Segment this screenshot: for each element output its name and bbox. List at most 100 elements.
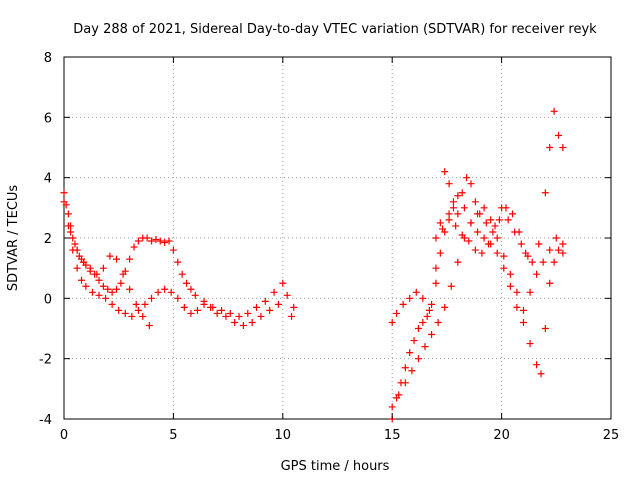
x-tick-label: 25 (603, 428, 620, 443)
data-point (200, 300, 208, 308)
data-point (99, 264, 107, 272)
data-point (419, 294, 427, 302)
data-point (495, 216, 503, 224)
data-point (537, 370, 545, 378)
data-point (266, 306, 274, 314)
series-4 (388, 192, 567, 423)
data-point (60, 189, 68, 197)
data-point (64, 222, 72, 230)
data-point (428, 300, 436, 308)
data-point (174, 258, 182, 266)
data-point (482, 219, 490, 227)
data-point (480, 204, 488, 212)
data-point (207, 303, 215, 311)
x-axis-label: GPS time / hours (281, 459, 390, 474)
data-point (117, 279, 125, 287)
data-point (535, 240, 543, 248)
data-point (458, 231, 466, 239)
data-point (550, 107, 558, 115)
data-point (86, 267, 94, 275)
data-point (156, 237, 164, 245)
data-point (533, 270, 541, 278)
data-point (126, 255, 134, 263)
data-point (452, 222, 460, 230)
series-7 (432, 204, 532, 260)
data-point (432, 279, 440, 287)
y-axis-label: SDTVAR / TECUs (6, 185, 21, 292)
data-point (187, 285, 195, 293)
data-point (445, 216, 453, 224)
data-point (134, 237, 142, 245)
data-point (119, 270, 127, 278)
data-point (399, 300, 407, 308)
data-point (261, 297, 269, 305)
data-point (88, 288, 96, 296)
data-point (401, 364, 409, 372)
y-tick-label: 2 (44, 232, 52, 247)
data-point (509, 210, 517, 218)
data-point (546, 279, 554, 287)
data-point (115, 306, 123, 314)
data-point (67, 228, 75, 236)
series-2 (60, 198, 298, 329)
data-point (447, 282, 455, 290)
data-point (279, 279, 287, 287)
series-3 (67, 228, 153, 329)
data-point (73, 264, 81, 272)
data-point (126, 285, 134, 293)
data-point (506, 282, 514, 290)
data-point (395, 391, 403, 399)
data-point (167, 288, 175, 296)
data-point (226, 309, 234, 317)
data-point (441, 168, 449, 176)
data-point (528, 258, 536, 266)
data-point (421, 343, 429, 351)
data-point (183, 279, 191, 287)
data-point (465, 237, 473, 245)
data-point (108, 288, 116, 296)
data-point (231, 318, 239, 326)
data-point (506, 270, 514, 278)
x-tick-label: 10 (275, 428, 292, 443)
data-point (134, 306, 142, 314)
y-tick-label: -4 (39, 413, 52, 428)
data-point (253, 303, 261, 311)
data-point (550, 258, 558, 266)
data-point (474, 210, 482, 218)
data-point (274, 300, 282, 308)
data-point (541, 189, 549, 197)
data-point (410, 337, 418, 345)
data-point (154, 288, 162, 296)
data-point (288, 312, 296, 320)
data-point (178, 270, 186, 278)
data-point (193, 306, 201, 314)
data-point (541, 325, 549, 332)
data-point (419, 318, 427, 326)
data-point (559, 240, 567, 248)
data-point (218, 306, 226, 314)
x-tick-label: 0 (60, 428, 68, 443)
data-point (152, 236, 160, 244)
data-point (290, 303, 298, 311)
data-point (458, 189, 466, 197)
data-point (445, 210, 453, 218)
data-point (248, 318, 256, 326)
data-point (113, 285, 121, 293)
data-point (513, 303, 521, 311)
data-point (414, 325, 422, 332)
ticks: 0 5 10 15 20 25 -4 -2 0 2 4 6 8 (39, 51, 619, 443)
data-point (128, 312, 136, 320)
data-point (432, 234, 440, 242)
data-point (113, 255, 121, 263)
data-point (449, 204, 457, 212)
data-point (500, 252, 508, 260)
data-point (93, 270, 101, 278)
data-point (546, 246, 554, 254)
data-point (139, 312, 147, 320)
points (60, 107, 567, 423)
data-point (449, 198, 457, 206)
data-point (441, 303, 449, 311)
data-point (239, 321, 247, 329)
data-point (471, 198, 479, 206)
data-point (270, 288, 278, 296)
